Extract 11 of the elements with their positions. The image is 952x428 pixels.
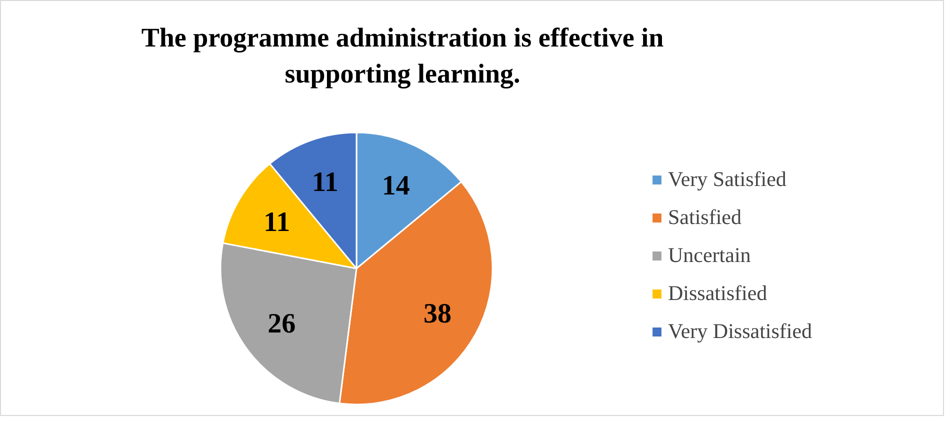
legend-label: Uncertain bbox=[668, 242, 751, 268]
data-label: 38 bbox=[424, 298, 452, 330]
data-label: 11 bbox=[312, 166, 338, 198]
legend-label: Very Satisfied bbox=[668, 166, 786, 192]
legend-label: Dissatisfied bbox=[668, 280, 768, 306]
legend-label: Satisfied bbox=[668, 204, 742, 230]
data-label: 14 bbox=[382, 170, 410, 202]
chart-title: The programme administration is effective in supporting learning. bbox=[141, 22, 664, 88]
legend-label: Very Dissatisfied bbox=[668, 318, 812, 344]
data-label: 11 bbox=[264, 206, 290, 238]
data-label: 26 bbox=[268, 308, 296, 340]
